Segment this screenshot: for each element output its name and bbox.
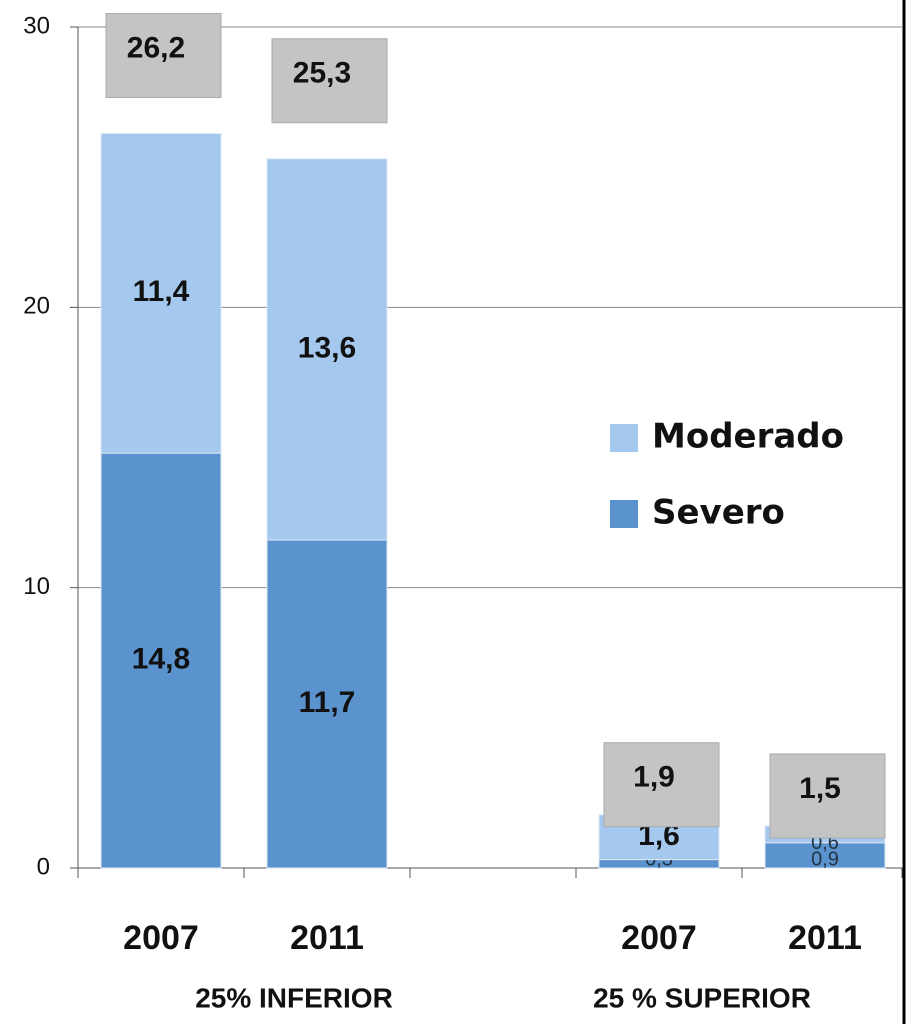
total-label: 26,2 <box>127 31 185 64</box>
data-label: 11,4 <box>133 275 190 308</box>
total-label: 1,5 <box>799 772 841 805</box>
group-label: 25% INFERIOR <box>195 982 393 1013</box>
data-label: 0,9 <box>811 848 839 870</box>
total-label: 25,3 <box>293 57 351 90</box>
x-tick-label: 2011 <box>788 919 862 957</box>
legend-swatch <box>610 500 638 528</box>
x-tick-label: 2011 <box>290 919 364 957</box>
legend-label: Moderado <box>652 417 844 457</box>
y-tick-label: 20 <box>23 293 50 320</box>
y-tick-label: 0 <box>37 853 50 880</box>
total-box <box>603 742 720 828</box>
data-label: 14,8 <box>132 642 190 675</box>
bar-segment <box>266 158 388 541</box>
total-box <box>271 38 388 124</box>
bar-segment <box>266 539 388 869</box>
bar-segment <box>100 133 222 454</box>
data-label: 11,7 <box>299 686 356 719</box>
y-tick-label: 10 <box>23 573 50 600</box>
legend-label: Severo <box>652 493 785 533</box>
total-box <box>769 753 886 839</box>
group-label: 25 % SUPERIOR <box>593 982 811 1013</box>
bar-segment <box>764 842 886 869</box>
x-tick-label: 2007 <box>621 919 697 957</box>
data-label: 13,6 <box>298 331 356 364</box>
y-tick-label: 30 <box>23 12 50 39</box>
total-label: 1,9 <box>633 761 675 794</box>
bar-segment <box>100 452 222 869</box>
x-tick-label: 2007 <box>123 919 199 957</box>
legend-swatch <box>610 424 638 452</box>
total-box <box>105 13 222 99</box>
